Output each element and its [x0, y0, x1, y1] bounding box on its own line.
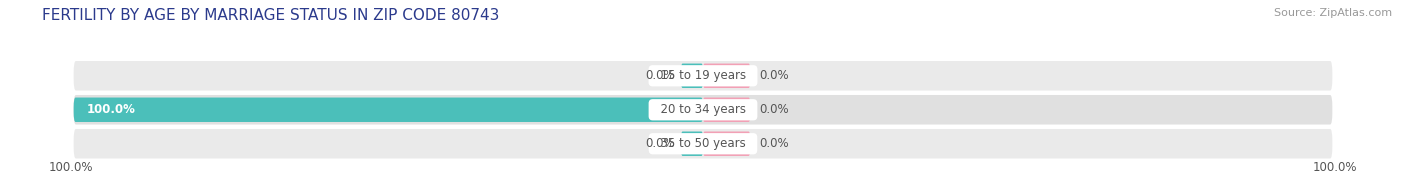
- Text: Source: ZipAtlas.com: Source: ZipAtlas.com: [1274, 8, 1392, 18]
- Text: FERTILITY BY AGE BY MARRIAGE STATUS IN ZIP CODE 80743: FERTILITY BY AGE BY MARRIAGE STATUS IN Z…: [42, 8, 499, 23]
- Text: 15 to 19 years: 15 to 19 years: [652, 69, 754, 82]
- FancyBboxPatch shape: [73, 61, 1333, 91]
- Text: 100.0%: 100.0%: [86, 103, 135, 116]
- FancyBboxPatch shape: [681, 132, 703, 156]
- Text: 100.0%: 100.0%: [1313, 161, 1358, 174]
- Text: 20 to 34 years: 20 to 34 years: [652, 103, 754, 116]
- Text: 0.0%: 0.0%: [645, 137, 675, 150]
- Text: 0.0%: 0.0%: [759, 137, 789, 150]
- FancyBboxPatch shape: [73, 129, 1333, 159]
- FancyBboxPatch shape: [703, 132, 751, 156]
- Text: 100.0%: 100.0%: [48, 161, 93, 174]
- Text: 0.0%: 0.0%: [645, 69, 675, 82]
- Text: 0.0%: 0.0%: [759, 69, 789, 82]
- FancyBboxPatch shape: [73, 98, 703, 122]
- FancyBboxPatch shape: [73, 95, 1333, 124]
- FancyBboxPatch shape: [703, 98, 751, 122]
- FancyBboxPatch shape: [703, 64, 751, 88]
- FancyBboxPatch shape: [681, 64, 703, 88]
- Text: 35 to 50 years: 35 to 50 years: [652, 137, 754, 150]
- Text: 0.0%: 0.0%: [759, 103, 789, 116]
